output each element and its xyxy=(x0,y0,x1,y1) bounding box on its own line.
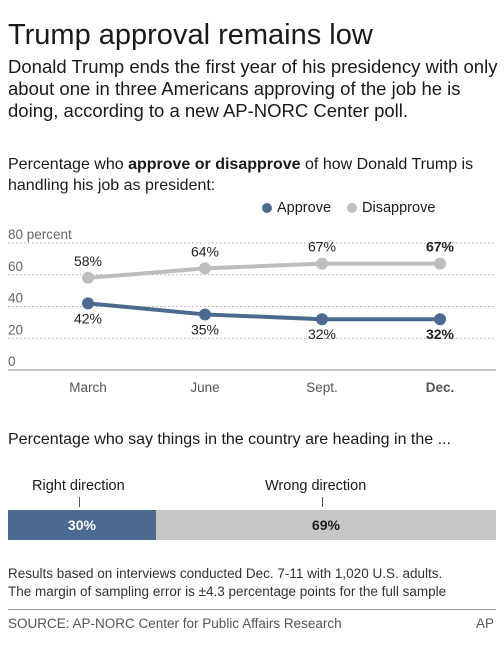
y-tick-label: 60 xyxy=(8,259,23,274)
margin-of-error-note: The margin of sampling error is ±4.3 per… xyxy=(8,584,447,599)
data-point-approve xyxy=(316,313,328,326)
right-direction-label: Right direction xyxy=(32,478,125,494)
ap-credit: AP xyxy=(475,616,494,631)
data-label-approve: 32% xyxy=(308,326,336,342)
data-label-disapprove: 67% xyxy=(426,239,455,255)
legend-disapprove-dot-icon xyxy=(347,203,358,213)
series-line-approve xyxy=(87,301,440,322)
legend-item-approve: Approve xyxy=(262,200,331,216)
x-tick-label: March xyxy=(69,380,107,395)
data-point-disapprove xyxy=(82,271,94,284)
right-direction-tick xyxy=(79,497,80,507)
x-tick-label: Dec. xyxy=(426,380,455,395)
source-line: SOURCE: AP-NORC Center for Public Affair… xyxy=(8,616,342,631)
data-label-approve: 35% xyxy=(191,321,219,337)
y-tick-label: 20 xyxy=(8,322,23,337)
legend-disapprove-label: Disapprove xyxy=(362,200,436,216)
methodology-note: Results based on interviews conducted De… xyxy=(8,566,443,581)
data-label-disapprove: 67% xyxy=(308,239,336,255)
legend-approve-label: Approve xyxy=(277,200,332,216)
wrong-direction-segment: 69% xyxy=(155,510,496,540)
y-tick-label: 0 xyxy=(8,354,16,369)
data-label-disapprove: 58% xyxy=(74,253,102,269)
chart-title: Trump approval remains low xyxy=(8,19,373,51)
direction-bar: 30% 69% xyxy=(8,510,496,540)
data-point-approve xyxy=(82,297,94,310)
line-chart-heading: Percentage who approve or disapprove of … xyxy=(8,154,500,196)
footer-divider xyxy=(8,609,496,610)
data-label-approve: 42% xyxy=(74,310,102,326)
y-tick-label: 80 percent xyxy=(8,228,72,242)
heading-bold: approve or disapprove xyxy=(128,156,301,173)
data-label-approve: 32% xyxy=(426,326,455,342)
chart-subtitle: Donald Trump ends the first year of his … xyxy=(8,56,498,121)
heading-prefix: Percentage who xyxy=(8,156,129,173)
legend: Approve Disapprove xyxy=(262,200,447,217)
data-point-disapprove xyxy=(434,257,446,270)
series-line-disapprove xyxy=(87,261,440,280)
wrong-direction-tick xyxy=(322,497,323,507)
heading-suffix: of how Donald Trump is handling his job … xyxy=(8,156,474,194)
legend-item-disapprove: Disapprove xyxy=(347,200,435,216)
data-point-disapprove xyxy=(199,262,211,275)
data-point-disapprove xyxy=(316,257,328,270)
legend-approve-dot-icon xyxy=(262,203,272,213)
data-label-disapprove: 64% xyxy=(191,243,219,259)
data-point-approve xyxy=(434,313,446,326)
x-tick-label: June xyxy=(190,380,219,395)
x-tick-label: Sept. xyxy=(306,380,338,395)
right-direction-segment: 30% xyxy=(8,510,156,540)
direction-heading: Percentage who say things in the country… xyxy=(8,431,451,448)
line-chart: 0 20 40 60 80 percent March June Sept. Dec. 42% 35… xyxy=(8,228,496,395)
y-tick-label: 40 xyxy=(8,291,23,306)
data-point-approve xyxy=(199,308,211,321)
wrong-direction-label: Wrong direction xyxy=(265,478,367,494)
